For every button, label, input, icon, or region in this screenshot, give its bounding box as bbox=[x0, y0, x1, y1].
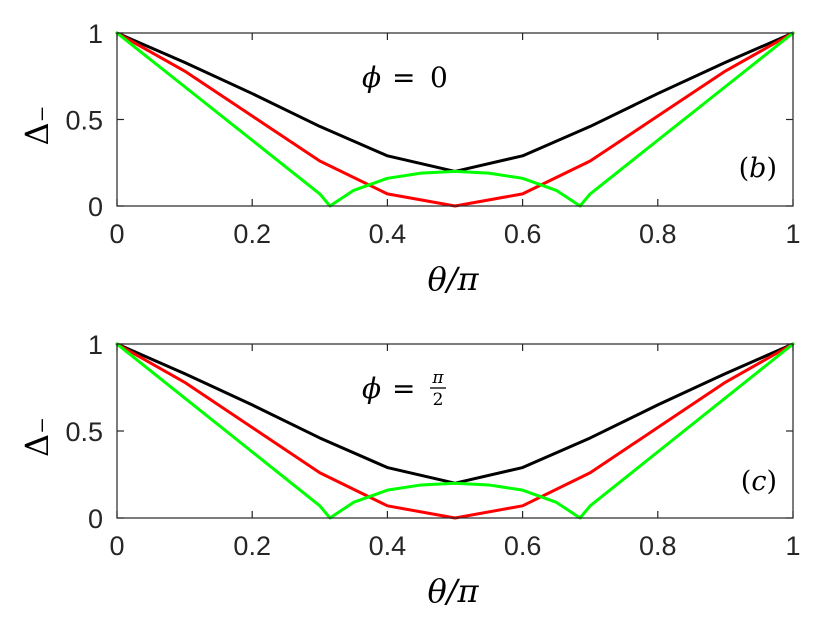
annotation-denominator: 2 bbox=[433, 390, 444, 410]
annotation-relation: = bbox=[392, 61, 415, 94]
x-tick-label: 0.8 bbox=[639, 531, 677, 561]
phi-annotation: ϕ = π2 bbox=[362, 368, 446, 410]
panel-label: (c) bbox=[741, 466, 777, 497]
panel-c: 0 0.2 0.4 0.6 0.8 1 0 0.5 1 θ/π Δ₋ ϕ = π2 (c) bbox=[18, 330, 801, 610]
plot-area bbox=[117, 344, 793, 518]
annotation-lhs: ϕ bbox=[362, 372, 381, 405]
annotation-relation: = bbox=[392, 372, 415, 405]
x-tick-label: 0.6 bbox=[504, 219, 542, 249]
x-tick-label: 0.4 bbox=[369, 219, 407, 249]
x-tick-label: 0 bbox=[109, 219, 124, 249]
x-axis-label: θ/π bbox=[427, 572, 479, 610]
annotation-value: 0 bbox=[430, 61, 448, 94]
y-tick-label: 0 bbox=[88, 192, 103, 222]
series-line-3 bbox=[115, 342, 795, 520]
y-axis-label: Δ₋ bbox=[18, 106, 56, 146]
x-axis-label: θ/π bbox=[427, 260, 479, 298]
panel-label: (b) bbox=[739, 153, 777, 184]
x-tick-label: 1 bbox=[785, 531, 800, 561]
annotation-numerator: π bbox=[431, 368, 444, 388]
series-line-3 bbox=[115, 31, 795, 208]
x-tick-label: 1 bbox=[785, 219, 800, 249]
x-tick-label: 0.6 bbox=[504, 531, 542, 561]
y-tick-label: 0 bbox=[88, 504, 103, 534]
y-tick-label: 1 bbox=[88, 19, 103, 49]
y-axis-label: Δ₋ bbox=[18, 417, 56, 457]
x-tick-label: 0.2 bbox=[233, 531, 271, 561]
phi-annotation: ϕ = 0 bbox=[362, 61, 448, 94]
y-tick-label: 0.5 bbox=[65, 106, 103, 136]
annotation-lhs: ϕ bbox=[362, 61, 381, 94]
panel-label-text: (b) bbox=[739, 153, 777, 184]
y-tick-label: 0.5 bbox=[65, 417, 103, 447]
plot-area bbox=[117, 33, 793, 206]
y-tick-label: 1 bbox=[88, 330, 103, 360]
panel-label-text: (c) bbox=[741, 466, 777, 497]
x-tick-label: 0.8 bbox=[639, 219, 677, 249]
x-tick-label: 0.4 bbox=[369, 531, 407, 561]
x-tick-label: 0 bbox=[109, 531, 124, 561]
panel-b: 0 0.2 0.4 0.6 0.8 1 0 0.5 1 θ/π Δ₋ ϕ = 0 (b) bbox=[18, 19, 801, 298]
x-tick-label: 0.2 bbox=[233, 219, 271, 249]
